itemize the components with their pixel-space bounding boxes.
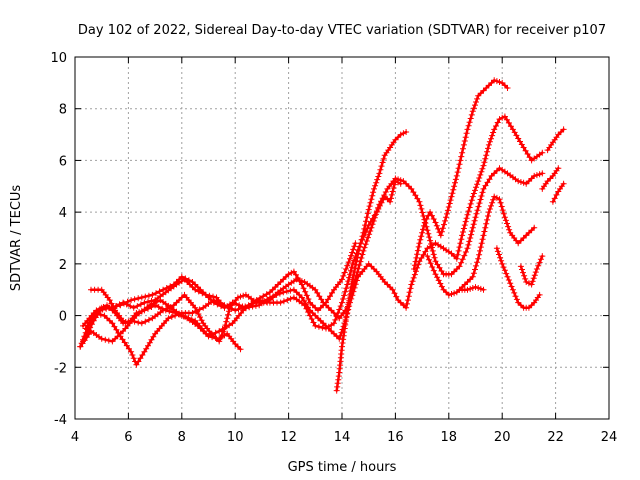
y-tick-label: 0 — [59, 310, 67, 325]
x-axis-title: GPS time / hours — [288, 460, 397, 475]
x-tick-label: 10 — [227, 430, 244, 445]
series-track-15 — [549, 180, 567, 205]
series-trace — [519, 254, 544, 286]
x-tick-label: 12 — [280, 430, 297, 445]
x-tick-label: 24 — [601, 430, 618, 445]
x-tick-label: 16 — [387, 430, 404, 445]
plus-markers — [82, 165, 546, 345]
series-track-14 — [544, 126, 567, 154]
x-tick-label: 8 — [178, 430, 186, 445]
plus-markers — [517, 253, 546, 288]
y-tick-label: 6 — [59, 154, 67, 169]
series-track-11 — [493, 245, 543, 311]
x-tick-label: 20 — [494, 430, 511, 445]
y-tick-label: 2 — [59, 258, 67, 273]
plus-markers — [493, 245, 543, 311]
series-track-6 — [77, 273, 228, 350]
x-tick-label: 6 — [124, 430, 132, 445]
y-tick-label: 4 — [59, 206, 67, 221]
plus-markers — [77, 273, 228, 350]
series-track-10 — [456, 284, 487, 293]
plus-markers — [424, 193, 538, 298]
series-track-7 — [333, 129, 410, 394]
plus-markers — [333, 129, 410, 394]
plus-markers — [549, 180, 567, 205]
series-track-4 — [82, 165, 546, 345]
x-tick-label: 22 — [547, 430, 564, 445]
chart-title: Day 102 of 2022, Sidereal Day-to-day VTE… — [78, 23, 606, 38]
y-tick-label: 10 — [50, 51, 67, 66]
series-track-13 — [539, 165, 562, 192]
series-layer — [77, 77, 567, 394]
y-tick-label: -2 — [54, 361, 67, 376]
y-axis-title: SDTVAR / TECUs — [9, 185, 24, 292]
series-trace — [335, 130, 408, 392]
x-tick-label: 18 — [441, 430, 458, 445]
series-track-3 — [80, 113, 546, 345]
series-track-5 — [88, 286, 244, 353]
plus-markers — [544, 126, 567, 154]
y-tick-label: -4 — [54, 413, 67, 428]
x-tick-label: 14 — [334, 430, 351, 445]
plus-markers — [456, 284, 487, 293]
series-track-8 — [411, 77, 511, 272]
y-tick-label: 8 — [59, 103, 67, 118]
x-tick-label: 4 — [71, 430, 79, 445]
plus-markers — [411, 77, 511, 272]
plus-markers — [539, 165, 562, 192]
plus-markers — [80, 113, 546, 345]
series-track-12 — [517, 253, 546, 288]
series-track-9 — [424, 193, 538, 298]
plus-markers — [88, 286, 244, 353]
series-trace — [89, 288, 242, 351]
